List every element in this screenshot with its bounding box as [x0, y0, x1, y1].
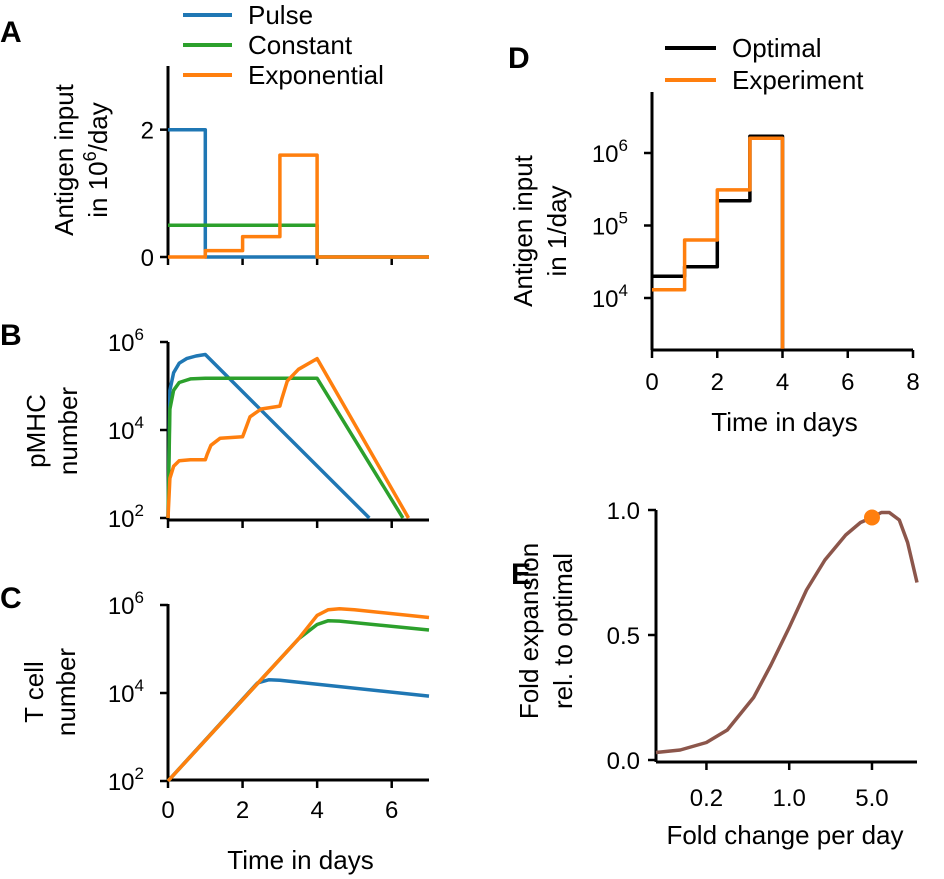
panel-d: 104 105 106 0 2 4 6 8 Time in days Antigen input i…	[508, 33, 920, 437]
x-label-c: Time in days	[227, 845, 373, 875]
y-tick-label-e: 0.0	[607, 748, 640, 775]
panel-label-c: C	[0, 582, 22, 615]
y-tick-label-d: 105	[592, 209, 628, 241]
series-c-constant	[166, 618, 430, 783]
x-tick-label-d: 8	[906, 369, 919, 396]
marker-e	[863, 509, 880, 526]
x-tick-label-e: 0.2	[690, 785, 723, 812]
y-tick-label-b: 102	[108, 501, 144, 533]
y-tick-label-e: 0.5	[607, 623, 640, 650]
series-b-pulse	[166, 352, 371, 520]
y-tick-label-d: 104	[592, 281, 628, 313]
y-tick-label-a: 0	[141, 245, 154, 272]
legend-label-optimal: Optimal	[732, 33, 822, 63]
y-tick-label-b: 104	[108, 413, 144, 445]
legend-label-experiment: Experiment	[732, 65, 864, 95]
panel-a: 0 2 Antigen input in 106/day PulseConstantEx…	[49, 0, 429, 272]
y-label-b: pMHCnumber	[21, 387, 83, 475]
x-tick-label-d: 2	[711, 369, 724, 396]
legend-label-exponential: Exponential	[248, 60, 384, 90]
x-tick-label-e: 5.0	[855, 785, 888, 812]
x-label-d: Time in days	[711, 407, 857, 437]
panel-label-a: A	[0, 16, 22, 49]
panel-e: 0.0 0.5 1.0 0.2 1.0 5.0 Fold change per day Fol…	[514, 498, 919, 850]
y-label-a: Antigen input in 106/day	[49, 83, 113, 236]
series-e-fold	[655, 510, 919, 755]
x-tick-label-c: 2	[236, 797, 249, 824]
series-c-pulse	[166, 678, 430, 783]
panel-label-b: B	[0, 319, 22, 352]
series-c-exponential	[166, 607, 430, 783]
y-tick-label-d: 106	[592, 136, 628, 168]
y-tick-label-b: 106	[108, 325, 144, 357]
panel-b: 102 104 106 pMHCnumber	[21, 325, 429, 533]
x-tick-label-d: 6	[841, 369, 854, 396]
series-a-exponential	[168, 153, 429, 259]
x-tick-label-d: 0	[645, 369, 658, 396]
y-tick-label-c: 102	[108, 764, 144, 796]
y-label-d: Antigen input in 1/day	[508, 154, 572, 307]
legend-label-constant: Constant	[248, 30, 353, 60]
x-tick-label-e: 1.0	[773, 785, 806, 812]
y-label-c: T cellnumber	[19, 648, 81, 736]
x-tick-label-d: 4	[776, 369, 789, 396]
x-label-e: Fold change per day	[666, 820, 903, 850]
x-tick-label-c: 6	[385, 797, 398, 824]
panel-label-e: E	[511, 558, 531, 591]
x-tick-label-c: 4	[310, 797, 323, 824]
series-d-optimal	[652, 134, 785, 349]
y-tick-label-e: 1.0	[607, 498, 640, 525]
legend-label-pulse: Pulse	[248, 0, 313, 30]
panel-c: 102 104 106 0 2 4 6 T cellnumber Time in days	[19, 588, 430, 875]
series-d-experiment	[652, 136, 785, 349]
y-tick-label-c: 106	[108, 588, 144, 620]
x-tick-label-c: 0	[161, 797, 174, 824]
series-b-exponential	[166, 356, 411, 519]
series-a-pulse	[168, 127, 429, 259]
y-tick-label-a: 2	[141, 118, 154, 145]
y-label-e: Fold expansion rel. to optimal	[514, 543, 578, 719]
panel-label-d: D	[508, 42, 530, 75]
y-tick-label-c: 104	[108, 676, 144, 708]
